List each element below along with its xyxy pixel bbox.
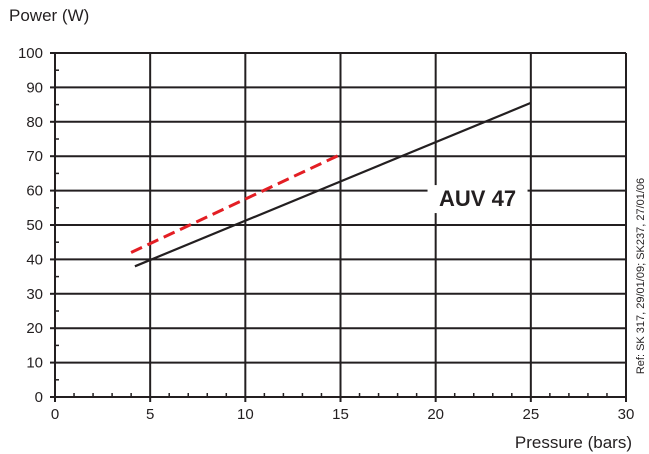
tick-labels: 0 5 10 15 20 25 30 0 10 20 30 40 50 60 70 80 90 100 [18, 45, 634, 423]
black-solid-series-line [134, 101, 532, 268]
y-tick-label: 100 [18, 45, 43, 62]
y-tick-label: 70 [26, 148, 43, 165]
minor-ticks [55, 69, 608, 397]
x-axis-title: Pressure (bars) [515, 433, 632, 452]
x-tick-label: 25 [522, 406, 539, 423]
major-gridlines [55, 52, 627, 397]
reference-note: Ref: SK 317, 29/01/09; SK237, 27/01/06 [635, 178, 647, 374]
series-layer [130, 101, 532, 268]
x-tick-label: 10 [237, 406, 254, 423]
annotation-background [427, 185, 528, 214]
y-tick-label: 0 [35, 389, 43, 406]
y-tick-label: 50 [26, 217, 43, 234]
y-axis-title: Power (W) [9, 6, 89, 25]
y-tick-label: 60 [26, 183, 43, 200]
axes [50, 52, 627, 402]
x-tick-label: 5 [146, 406, 154, 423]
y-tick-label: 90 [26, 79, 43, 96]
red-dashed-series-line [130, 153, 342, 254]
x-tick-label: 20 [427, 406, 444, 423]
annotation-layer: AUV 47 [427, 185, 528, 214]
x-tick-label: 0 [51, 406, 59, 423]
y-tick-label: 40 [26, 251, 43, 268]
y-tick-label: 30 [26, 286, 43, 303]
y-tick-label: 20 [26, 320, 43, 337]
y-tick-label: 10 [26, 355, 43, 372]
x-tick-label: 30 [618, 406, 635, 423]
y-tick-label: 80 [26, 114, 43, 131]
x-tick-label: 15 [332, 406, 349, 423]
auv47-label: AUV 47 [439, 186, 516, 211]
